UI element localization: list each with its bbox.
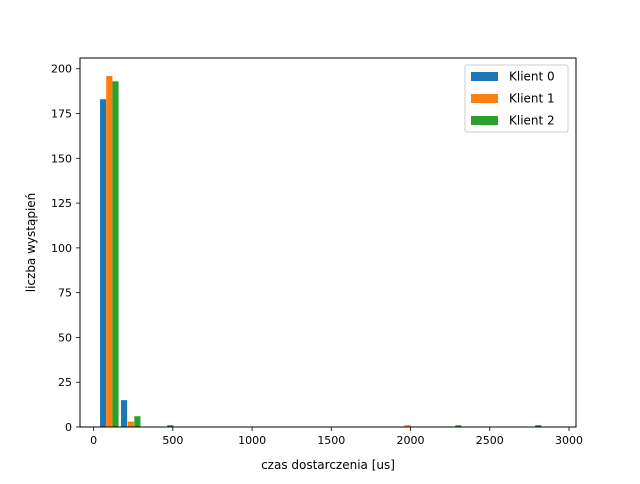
legend-label-0: Klient 0 (509, 70, 555, 84)
plot-frame (79, 57, 577, 428)
x-tick-label-6: 3000 (555, 434, 583, 447)
y-axis-label: liczba wystąpień (24, 193, 38, 293)
bar-series-1-bin-0 (106, 75, 113, 427)
x-tick-label-0: 0 (90, 434, 97, 447)
bar-series-1-bin-1 (127, 421, 134, 427)
x-tick-label-1: 500 (162, 434, 183, 447)
x-tick-label-2: 1000 (238, 434, 266, 447)
y-tick-label-3: 75 (58, 287, 72, 300)
legend-swatch-0 (471, 72, 498, 81)
y-tick-label-1: 25 (58, 376, 72, 389)
y-tick-label-4: 100 (51, 242, 72, 255)
x-tick-label-4: 2000 (397, 434, 425, 447)
y-tick-label-7: 175 (51, 108, 72, 121)
legend-swatch-2 (471, 116, 498, 125)
bar-series-0-bin-2 (167, 425, 174, 427)
legend: Klient 0 Klient 1 Klient 2 (464, 64, 569, 133)
x-tick-label-3: 1500 (317, 434, 345, 447)
y-tick-label-5: 125 (51, 197, 72, 210)
bar-series-0-bin-0 (100, 99, 107, 427)
bar-series-1-bin-2 (404, 425, 411, 427)
x-axis-ticks: 0 500 1000 1500 2000 2500 3000 (90, 427, 583, 447)
y-tick-label-6: 150 (51, 152, 72, 165)
y-tick-label-2: 50 (58, 331, 72, 344)
x-tick-label-5: 2500 (476, 434, 504, 447)
bar-series-2-bin-2 (455, 425, 462, 427)
legend-box (464, 64, 569, 133)
bar-series-2-bin-1 (134, 416, 141, 427)
bar-series-0-bin-1 (120, 400, 128, 427)
bar-series-0-bin-3 (535, 425, 542, 427)
y-axis-ticks: 0 25 50 75 100 125 150 175 200 (51, 63, 80, 434)
legend-label-2: Klient 2 (509, 114, 555, 128)
bar-series-2-bin-0 (112, 81, 119, 427)
legend-swatch-1 (471, 94, 498, 103)
x-axis-label: czas dostarczenia [us] (261, 458, 395, 472)
legend-label-1: Klient 1 (509, 92, 555, 106)
y-tick-label-8: 200 (51, 63, 72, 76)
bars-layer (100, 75, 542, 427)
y-tick-label-0: 0 (65, 421, 72, 434)
